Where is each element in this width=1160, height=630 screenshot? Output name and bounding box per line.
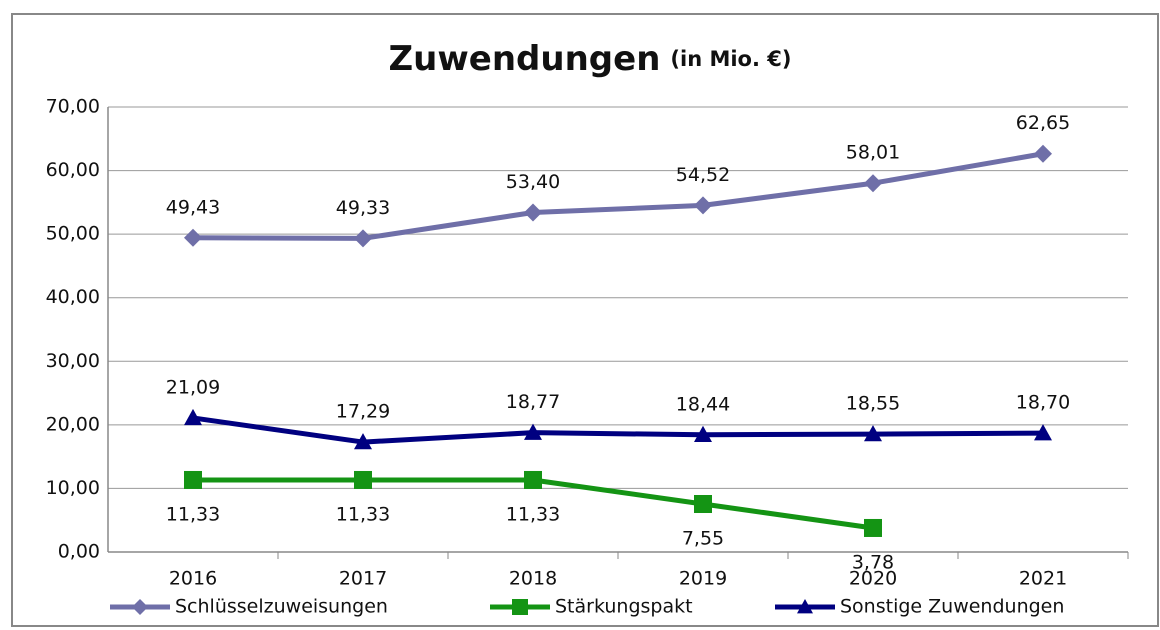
y-tick-label: 70,00 bbox=[46, 96, 100, 118]
series-marker bbox=[184, 470, 202, 489]
data-label: 21,09 bbox=[166, 376, 220, 398]
data-label: 54,52 bbox=[676, 164, 730, 186]
data-label: 11,33 bbox=[506, 503, 560, 525]
legend-label: Schlüsselzuweisungen bbox=[175, 596, 388, 618]
legend-marker bbox=[132, 599, 148, 615]
data-label: 11,33 bbox=[336, 503, 390, 525]
x-tick-label: 2020 bbox=[849, 568, 897, 590]
series-marker bbox=[694, 425, 712, 442]
series-line bbox=[192, 415, 1044, 445]
data-label: 17,29 bbox=[336, 401, 390, 423]
x-tick-label: 2019 bbox=[679, 568, 727, 590]
chart-frame bbox=[11, 13, 1159, 627]
series-marker bbox=[354, 470, 372, 489]
y-tick-label: 60,00 bbox=[46, 159, 100, 181]
y-tick-label: 30,00 bbox=[46, 350, 100, 372]
legend-label: Stärkungspakt bbox=[555, 596, 693, 618]
series-marker bbox=[864, 425, 882, 442]
data-label: 3,78 bbox=[852, 551, 894, 573]
x-tick-label: 2017 bbox=[339, 568, 387, 590]
x-tick-label: 2021 bbox=[1019, 568, 1067, 590]
y-tick-label: 50,00 bbox=[46, 223, 100, 245]
series-marker bbox=[864, 174, 882, 193]
series-marker bbox=[524, 203, 542, 222]
series-marker bbox=[864, 518, 882, 537]
series-marker bbox=[694, 495, 712, 514]
x-tick-label: 2016 bbox=[169, 568, 217, 590]
series-line bbox=[192, 151, 1044, 241]
data-label: 7,55 bbox=[682, 528, 724, 550]
series-marker bbox=[1034, 144, 1052, 163]
chart-subtitle: (in Mio. €) bbox=[670, 47, 791, 71]
series-marker bbox=[1034, 424, 1052, 441]
y-tick-label: 20,00 bbox=[46, 413, 100, 435]
series-marker bbox=[184, 408, 202, 426]
data-label: 18,70 bbox=[1016, 392, 1070, 414]
data-label: 18,55 bbox=[846, 393, 900, 415]
y-tick-label: 10,00 bbox=[46, 477, 100, 499]
data-label: 49,33 bbox=[336, 197, 390, 219]
series-marker bbox=[354, 433, 372, 450]
chart-title: Zuwendungen bbox=[389, 39, 661, 79]
legend-marker bbox=[512, 599, 528, 615]
legend-label: Sonstige Zuwendungen bbox=[840, 596, 1064, 618]
data-label: 18,44 bbox=[676, 393, 730, 415]
data-label: 58,01 bbox=[846, 142, 900, 164]
data-label: 62,65 bbox=[1016, 112, 1070, 134]
series-marker bbox=[694, 196, 712, 215]
y-tick-label: 40,00 bbox=[46, 286, 100, 308]
data-label: 49,43 bbox=[166, 196, 220, 218]
series-marker bbox=[354, 229, 372, 248]
data-label: 11,33 bbox=[166, 503, 220, 525]
chart-heading: Zuwendungen (in Mio. €) bbox=[389, 39, 792, 79]
legend-marker bbox=[797, 599, 813, 614]
data-label: 18,77 bbox=[506, 391, 560, 413]
y-tick-label: 0,00 bbox=[58, 541, 100, 563]
series-marker bbox=[524, 423, 542, 440]
series-marker bbox=[524, 470, 542, 489]
series-marker bbox=[184, 228, 202, 247]
x-tick-label: 2018 bbox=[509, 568, 557, 590]
data-label: 53,40 bbox=[506, 171, 560, 193]
